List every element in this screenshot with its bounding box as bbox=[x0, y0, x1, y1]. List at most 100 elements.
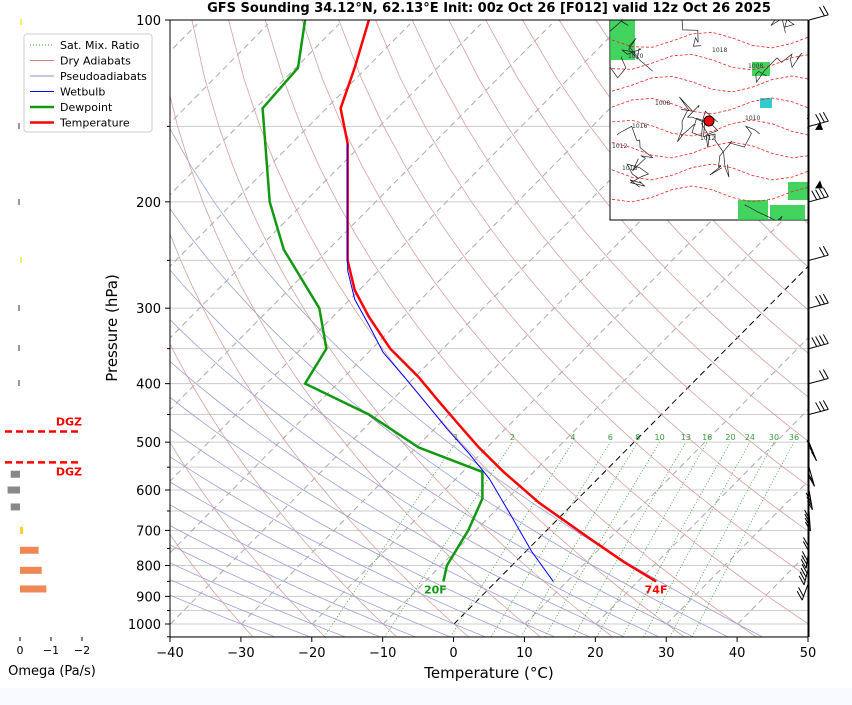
wind-barb-flag bbox=[804, 517, 811, 528]
wind-barb-flag bbox=[819, 246, 825, 257]
pseudoadiabat bbox=[170, 269, 694, 637]
omega-marker bbox=[20, 19, 22, 25]
y-tick-label: 900 bbox=[136, 590, 161, 605]
y-tick-label: 200 bbox=[136, 196, 161, 211]
map-isobar-label: 1018 bbox=[712, 47, 727, 54]
wind-barb-flag bbox=[803, 537, 809, 547]
legend-label: Dewpoint bbox=[60, 101, 113, 114]
mixing-ratio-label: 2 bbox=[510, 433, 515, 442]
wind-barb-flag bbox=[819, 112, 825, 123]
x-tick-label: −30 bbox=[227, 646, 254, 661]
mixing-ratio-label: 13 bbox=[681, 433, 691, 442]
wind-barb-flag bbox=[801, 551, 808, 561]
x-tick-label: −40 bbox=[156, 646, 183, 661]
legend-label: Pseudoadiabats bbox=[60, 70, 147, 83]
pseudoadiabat bbox=[170, 319, 659, 637]
isotherm-line bbox=[809, 24, 852, 624]
mixing-ratio-label: 4 bbox=[570, 433, 575, 442]
wind-barb bbox=[808, 377, 829, 385]
wind-barb-flag bbox=[822, 245, 829, 256]
isotherm-line bbox=[170, 23, 482, 339]
wind-barb bbox=[808, 302, 829, 309]
pseudoadiabat bbox=[170, 481, 486, 637]
wind-barb-flag bbox=[805, 492, 812, 503]
x-tick-label: 20 bbox=[587, 646, 604, 661]
mixing-ratio-line bbox=[669, 442, 775, 637]
pseudoadiabat bbox=[170, 456, 521, 637]
legend-label: Sat. Mix. Ratio bbox=[60, 39, 140, 52]
map-isotherm bbox=[611, 75, 808, 93]
map-border bbox=[709, 125, 760, 176]
y-tick-label: 100 bbox=[136, 14, 161, 29]
isotherm-line bbox=[524, 337, 808, 625]
wind-barb-flag bbox=[815, 114, 822, 124]
dry-adiabat bbox=[170, 534, 254, 637]
omega-marker bbox=[18, 123, 20, 129]
omega-marker bbox=[18, 345, 20, 351]
y-tick-label: 600 bbox=[136, 484, 161, 499]
wind-barb-flag bbox=[822, 111, 829, 122]
wind-barb bbox=[808, 120, 829, 127]
wind-barb-flag bbox=[819, 294, 825, 305]
mixing-ratio-label: 30 bbox=[769, 433, 779, 442]
omega-marker bbox=[18, 199, 20, 205]
legend-label: Temperature bbox=[59, 117, 130, 130]
wind-barb-flag bbox=[804, 509, 810, 520]
mixing-ratio-line bbox=[384, 441, 513, 637]
wind-barb bbox=[808, 196, 829, 203]
dry-adiabat bbox=[558, 20, 808, 311]
x-tick-label: −20 bbox=[298, 646, 325, 661]
wind-barb bbox=[808, 467, 815, 487]
x-tick-label: 50 bbox=[800, 646, 817, 661]
x-tick-label: −10 bbox=[369, 646, 396, 661]
wind-barb-flag bbox=[796, 590, 803, 601]
map-border bbox=[621, 38, 653, 72]
wind-pennant bbox=[815, 121, 823, 130]
map-border bbox=[677, 96, 696, 143]
dgz-label: DGZ bbox=[56, 415, 82, 428]
dry-adiabat bbox=[301, 20, 808, 625]
x-tick-label: 30 bbox=[658, 646, 675, 661]
wind-barb bbox=[808, 510, 811, 531]
x-axis-label: Temperature (°C) bbox=[423, 664, 553, 682]
omega-axis-label: Omega (Pa/s) bbox=[8, 664, 96, 679]
omega-tick-label: 0 bbox=[17, 644, 24, 657]
wind-barb-flag bbox=[801, 555, 808, 565]
wind-barb-flag bbox=[798, 575, 805, 586]
wind-barb-flag bbox=[800, 567, 807, 578]
map-isobar-label: 1008 bbox=[655, 100, 670, 107]
wind-barb-flag bbox=[822, 5, 829, 16]
wind-barb-flag bbox=[798, 587, 804, 597]
omega-bar bbox=[20, 585, 47, 593]
wind-pennant bbox=[815, 180, 823, 189]
map-precip-patch bbox=[770, 205, 805, 220]
wind-barb bbox=[805, 548, 810, 569]
pseudoadiabat bbox=[170, 360, 625, 637]
wind-barb-flag bbox=[809, 477, 815, 487]
wind-barb-flag bbox=[807, 500, 813, 510]
map-border bbox=[686, 105, 730, 178]
mixing-ratio-label: 10 bbox=[654, 433, 664, 442]
pseudoadiabat bbox=[170, 525, 416, 637]
dry-adiabat bbox=[170, 233, 469, 637]
mixing-ratio-label: 16 bbox=[702, 433, 712, 442]
omega-bar bbox=[20, 566, 42, 574]
omega-marker bbox=[18, 380, 20, 386]
wind-barb-flag bbox=[822, 187, 829, 197]
pseudoadiabat bbox=[170, 562, 346, 637]
wind-barb-flag bbox=[804, 521, 811, 532]
y-tick-label: 300 bbox=[136, 302, 161, 317]
surface-dewpoint-label: 20F bbox=[424, 583, 447, 596]
omega-tick-label: −2 bbox=[74, 644, 90, 657]
mixing-ratio-line bbox=[450, 441, 574, 637]
y-tick-label: 400 bbox=[136, 378, 161, 393]
trace-dewpoint bbox=[261, 20, 484, 582]
y-tick-label: 700 bbox=[136, 524, 161, 539]
map-precip-patch bbox=[752, 62, 770, 76]
y-tick-label: 500 bbox=[136, 436, 161, 451]
omega-bar bbox=[10, 470, 20, 478]
isotherm-line bbox=[453, 265, 808, 625]
inset-map: 1018 1010 1008 1012 1016 1010 1008 1012 1016 bbox=[609, 19, 809, 221]
map-isobar-label: 1010 bbox=[745, 115, 760, 122]
